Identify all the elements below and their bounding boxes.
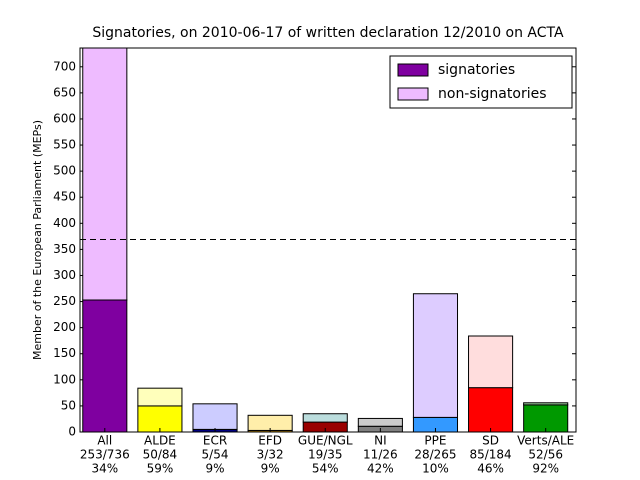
bar-segment [302,413,348,423]
ratio-label: 52/56 [528,448,563,462]
y-tick-label: 650 [53,85,76,99]
y-tick-label: 150 [53,346,76,360]
y-tick-label: 200 [53,320,76,334]
legend-label: signatories [438,62,515,78]
x-tick-label: ECR [203,434,227,448]
legend-swatch [397,63,429,77]
bar-segment [523,402,569,406]
percent-label: 34% [91,462,118,476]
y-tick-label: 600 [53,111,76,125]
bar-segment [82,47,128,301]
legend-swatch [397,87,429,101]
plot-frame [79,47,577,433]
bar-segment [357,417,403,427]
x-tick-label: SD [482,434,499,448]
y-tick-label: 100 [53,372,76,386]
ratio-label: 28/265 [414,448,456,462]
y-tick-label: 550 [53,138,76,152]
ratio-label: 50/84 [143,448,178,462]
y-tick-label: 400 [53,216,76,230]
percent-label: 59% [147,462,174,476]
y-tick-label: 700 [53,59,76,73]
percent-label: 54% [312,462,339,476]
x-tick-label: PPE [424,434,446,448]
y-tick-label: 0 [68,425,76,439]
y-tick-label: 350 [53,242,76,256]
percent-label: 10% [422,462,449,476]
y-tick-label: 500 [53,164,76,178]
bar-segment [523,404,569,433]
bar-segment [192,403,238,430]
x-tick-label: Verts/ALE [517,434,574,448]
y-tick-label: 450 [53,190,76,204]
percent-label: 42% [367,462,394,476]
bar-segment [468,387,514,433]
ratio-label: 3/32 [257,448,284,462]
y-tick-label: 300 [53,268,76,282]
legend-label: non-signatories [438,86,547,102]
y-tick-label: 250 [53,294,76,308]
y-tick-label: 50 [61,398,76,412]
bar-segment [468,335,514,389]
x-tick-label: GUE/NGL [298,434,353,448]
bar-segment [82,299,128,433]
ratio-label: 5/54 [202,448,229,462]
ratio-label: 253/736 [80,448,130,462]
percent-label: 46% [477,462,504,476]
bar-segment [412,293,459,418]
percent-label: 92% [532,462,559,476]
ratio-label: 85/184 [469,448,511,462]
y-axis-label: Member of the European Parliament (MEPs) [31,120,44,360]
bar-segment [137,387,183,407]
x-tick-label: ALDE [144,434,176,448]
percent-label: 9% [261,462,280,476]
x-tick-label: EFD [258,434,282,448]
chart-title: Signatories, on 2010-06-17 of written de… [92,25,564,41]
ratio-label: 19/35 [308,448,343,462]
ratio-label: 11/26 [363,448,398,462]
x-tick-label: All [97,434,112,448]
percent-label: 9% [205,462,224,476]
x-tick-label: NI [374,434,387,448]
